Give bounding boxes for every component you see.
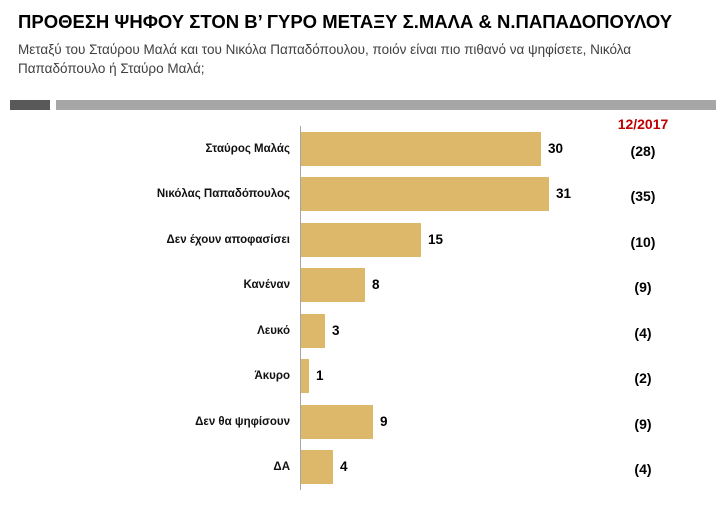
comparison-period-label: 12/2017 <box>617 116 669 132</box>
bar-value-label: 1 <box>316 368 324 384</box>
comparison-value-label: 28 <box>603 141 683 161</box>
bar-value-label: 4 <box>340 459 348 475</box>
bar-value-label: 30 <box>548 140 564 156</box>
comparison-value-label: 9 <box>603 277 683 297</box>
category-label: ΔΑ <box>273 461 290 474</box>
bar <box>301 177 549 212</box>
category-axis-line <box>300 126 301 490</box>
bar <box>301 131 541 166</box>
bar-value-label: 31 <box>556 186 572 202</box>
bar-value-label: 3 <box>332 322 340 338</box>
category-label: Δεν έχουν αποφασίσει <box>166 233 290 246</box>
bar-value-label: 9 <box>380 413 388 429</box>
category-label: Άκυρο <box>254 370 290 383</box>
category-label: Νικόλας Παπαδόπουλος <box>156 188 290 201</box>
bar <box>301 450 333 485</box>
comparison-value-label: 10 <box>603 232 683 252</box>
bar <box>301 359 309 394</box>
bar <box>301 313 325 348</box>
comparison-value-label: 2 <box>603 368 683 388</box>
chart-subtitle: Μεταξύ του Σταύρου Μαλά και του Νικόλα Π… <box>18 42 632 76</box>
bar <box>301 404 373 439</box>
comparison-value-label: 4 <box>603 323 683 343</box>
header-rule <box>10 100 716 110</box>
header-rule-dark-segment <box>10 100 50 110</box>
header-rule-light-segment <box>56 100 716 110</box>
bar-value-label: 8 <box>372 277 380 293</box>
comparison-value-label: 9 <box>603 414 683 434</box>
category-label: Δεν θα ψηφίσουν <box>195 415 290 428</box>
bar <box>301 268 365 303</box>
chart-title: ΠΡΟΘΕΣΗ ΨΗΦΟΥ ΣΤΟΝ Β’ ΓΥΡΟ ΜΕΤΑΞΥ Σ.ΜΑΛΑ… <box>18 11 673 32</box>
category-label: Κανέναν <box>243 279 290 292</box>
bar-value-label: 15 <box>428 231 444 247</box>
bar <box>301 222 421 257</box>
comparison-value-label: 35 <box>603 186 683 206</box>
category-label: Λευκό <box>257 324 290 337</box>
category-label: Σταύρος Μαλάς <box>205 142 290 155</box>
comparison-value-label: 4 <box>603 459 683 479</box>
